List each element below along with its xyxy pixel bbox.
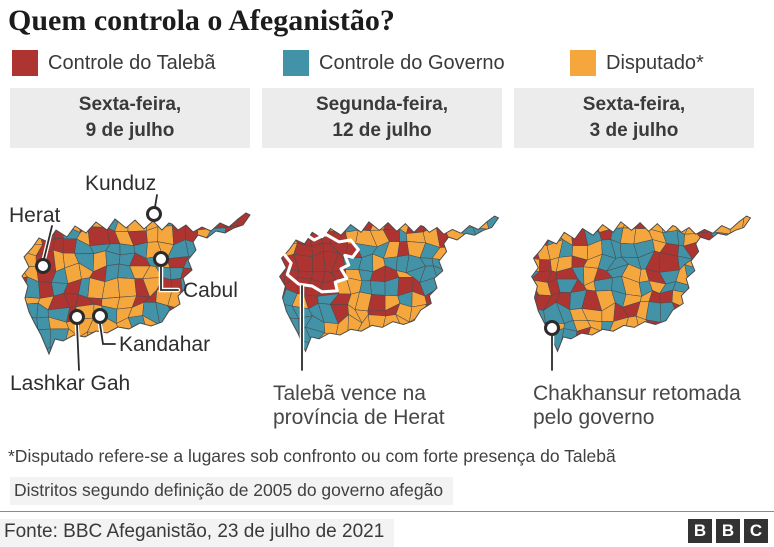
herat-province-highlight [281,230,360,294]
bbc-logo-letter-c: C [744,519,768,543]
annotation-line2: província de Herat [273,406,445,429]
annotation-line1: Chakhansur retomada [533,382,741,405]
panel-header-2: Segunda-feira, 12 de julho [262,88,502,148]
lashkar-gah-marker [69,309,85,325]
country-outline [531,215,752,353]
district-mosaic [279,216,499,352]
country-outline [279,215,500,353]
annotation-line2: pelo governo [533,406,654,429]
afghanistan-map-july9: Kunduz Herat Cabul Kandahar Lashkar Gah [9,172,251,395]
footnote-distritos: Distritos segundo definição de 2005 do g… [10,477,454,505]
bbc-logo: B B C [688,519,768,543]
kunduz-marker [146,206,162,222]
panel-3-date-line1: Sexta-feira, [582,94,686,116]
lashkar-gah-label: Lashkar Gah [10,372,130,395]
kandahar-label: Kandahar [119,333,210,356]
footer-divider [0,511,774,512]
legend-item-governo: Controle do Governo [283,49,505,77]
legend-label-taleba: Controle do Talebã [48,51,216,74]
panel-3-date-line2: 3 de julho [589,120,679,141]
panel-header-1: Sexta-feira, 9 de julho [10,88,250,148]
herat-marker [35,258,51,274]
panel-1-date-line1: Sexta-feira, [78,94,182,116]
kunduz-connector [154,194,158,208]
legend-label-disputado: Disputado* [606,51,704,74]
herat-connector [43,225,53,260]
footnote-disputado: *Disputado refere-se a lugares sob confr… [8,446,616,466]
chakhansur-marker [544,320,560,336]
kandahar-connector [99,323,116,345]
cabul-connector [160,266,179,291]
lashkar-gah-connector [76,324,80,371]
annotation-line1: Talebã vence na [273,382,426,405]
legend-item-disputado: Disputado* [570,49,704,77]
governo-color-swatch [283,50,309,76]
disputado-color-swatch [570,50,596,76]
kunduz-label: Kunduz [85,172,156,195]
cabul-label: Cabul [183,279,238,302]
country-outline [21,212,251,356]
source-line: Fonte: BBC Afeganistão, 23 de julho de 2… [0,519,395,547]
afghanistan-map-july12: Talebã vence na província de Herat [273,215,500,429]
herat-label: Herat [9,204,61,227]
panel-header-3: Sexta-feira, 3 de julho [514,88,754,148]
page-title: Quem controla o Afeganistão? [8,4,395,37]
bbc-logo-letter-b1: B [688,519,712,543]
panel-2-date-line2: 12 de julho [332,120,432,141]
bbc-logo-letter-b2: B [716,519,740,543]
cabul-marker [153,251,169,267]
afghanistan-map-july3: Chakhansur retomada pelo governo [531,215,752,429]
legend-label-governo: Controle do Governo [319,51,505,74]
kandahar-marker [92,308,108,324]
legend: Controle do Talebã Controle do Governo D… [0,49,774,79]
panel-2-date-line1: Segunda-feira, [316,94,448,116]
panel-1-date-line2: 9 de julho [85,120,175,141]
legend-item-taleba: Controle do Talebã [12,49,216,77]
taleba-color-swatch [12,50,38,76]
